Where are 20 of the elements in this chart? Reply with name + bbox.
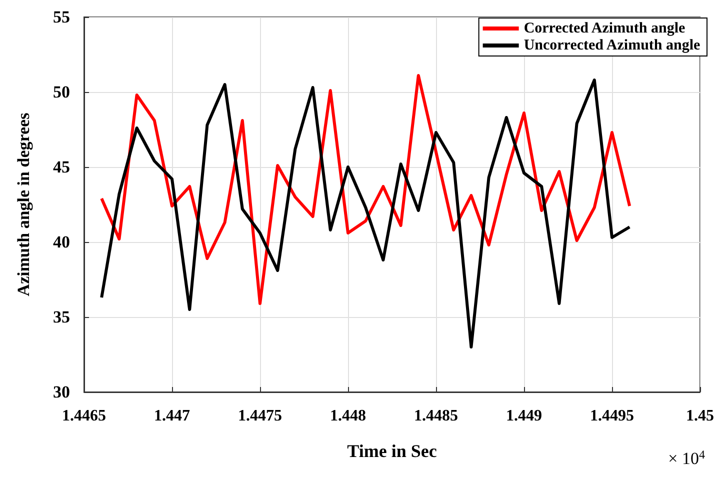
y-tick-label: 55 [53, 8, 70, 26]
x-tick-label: 1.449 [506, 408, 542, 424]
x-tick-label: 1.4495 [590, 408, 634, 424]
x-tick-label: 1.4485 [414, 408, 458, 424]
legend-label: Uncorrected Azimuth angle [524, 38, 701, 54]
legend-label: Corrected Azimuth angle [524, 20, 686, 36]
x-tick-label: 1.447 [154, 408, 190, 424]
x-tick-label: 1.4465 [62, 408, 106, 424]
y-axis-title: Azimuth angle in degrees [14, 112, 33, 296]
y-tick-label: 45 [53, 158, 70, 176]
y-tick-label: 35 [53, 308, 70, 326]
x-tick-label: 1.448 [330, 408, 366, 424]
y-tick-label: 30 [53, 382, 70, 402]
y-tick-label: 50 [53, 82, 70, 102]
x-tick-label: 1.4475 [238, 408, 282, 424]
line-series [100, 78, 632, 348]
x-axis-title: Time in Sec [347, 441, 437, 461]
y-tick-label: 40 [53, 232, 70, 252]
line-series [100, 74, 632, 305]
x-tick-label: 1.45 [686, 408, 714, 424]
